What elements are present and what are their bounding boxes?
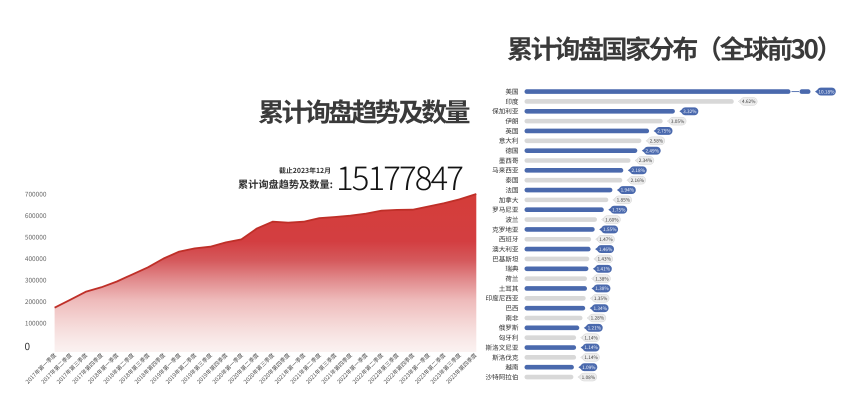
svg-text:累计询盘国家分布（全球前30）: 累计询盘国家分布（全球前30）	[507, 30, 840, 67]
svg-text:1.38%: 1.38%	[595, 276, 609, 282]
svg-text:截止2023年12月: 截止2023年12月	[279, 165, 331, 175]
svg-text:1.21%: 1.21%	[588, 326, 602, 332]
svg-text:加拿大: 加拿大	[499, 194, 519, 204]
svg-text:1.09%: 1.09%	[582, 365, 596, 371]
svg-text:3.05%: 3.05%	[671, 119, 685, 125]
svg-text:1.94%: 1.94%	[621, 188, 635, 194]
svg-text:1.41%: 1.41%	[597, 266, 611, 272]
svg-text:英国: 英国	[505, 125, 519, 135]
svg-text:泰国: 泰国	[505, 175, 519, 185]
svg-text:700000: 700000	[25, 188, 47, 198]
svg-text:1.14%: 1.14%	[584, 345, 598, 351]
svg-text:400000: 400000	[25, 253, 47, 263]
svg-text:10.18%: 10.18%	[818, 89, 835, 95]
svg-text:3.32%: 3.32%	[683, 109, 697, 115]
svg-text:德国: 德国	[505, 145, 519, 155]
svg-text:1.08%: 1.08%	[582, 375, 596, 381]
svg-text:100000: 100000	[25, 317, 47, 327]
svg-text:1.34%: 1.34%	[593, 306, 607, 312]
svg-text:斯洛伐克: 斯洛伐克	[492, 352, 519, 362]
svg-text:克罗地亚: 克罗地亚	[492, 224, 519, 234]
svg-text:200000: 200000	[25, 296, 47, 306]
svg-text:2.34%: 2.34%	[639, 158, 653, 164]
svg-text:巴基斯坦: 巴基斯坦	[492, 253, 519, 263]
svg-text:1.28%: 1.28%	[591, 316, 605, 322]
svg-text:沙特阿拉伯: 沙特阿拉伯	[486, 371, 519, 381]
svg-text:西班牙: 西班牙	[499, 234, 519, 244]
svg-text:波兰: 波兰	[505, 214, 519, 224]
svg-text:1.75%: 1.75%	[612, 207, 626, 213]
svg-text:1.47%: 1.47%	[599, 237, 613, 243]
svg-text:1.46%: 1.46%	[599, 247, 613, 253]
svg-text:土耳其: 土耳其	[499, 283, 519, 293]
svg-text:保加利亚: 保加利亚	[492, 106, 519, 116]
svg-text:1.85%: 1.85%	[617, 198, 631, 204]
svg-text:累计询盘趋势及数量:: 累计询盘趋势及数量:	[238, 176, 333, 191]
svg-text:马来西亚: 马来西亚	[492, 165, 519, 175]
svg-text:累计询盘趋势及数量: 累计询盘趋势及数量	[258, 93, 469, 130]
svg-text:墨西哥: 墨西哥	[499, 155, 519, 165]
svg-text:俄罗斯: 俄罗斯	[499, 322, 519, 332]
svg-text:500000: 500000	[25, 231, 47, 241]
svg-text:意大利: 意大利	[499, 135, 519, 145]
svg-text:印度: 印度	[505, 96, 519, 106]
svg-text:600000: 600000	[25, 210, 47, 220]
svg-text:1.60%: 1.60%	[605, 217, 619, 223]
svg-text:印度尼西亚: 印度尼西亚	[486, 293, 519, 303]
svg-text:美国: 美国	[505, 86, 519, 96]
svg-text:2.75%: 2.75%	[657, 129, 671, 135]
svg-text:巴西: 巴西	[505, 303, 519, 313]
svg-text:法国: 法国	[505, 184, 519, 194]
svg-text:300000: 300000	[25, 274, 47, 284]
svg-text:荷兰: 荷兰	[505, 273, 519, 283]
svg-text:0: 0	[24, 338, 30, 353]
svg-text:2.18%: 2.18%	[631, 168, 645, 174]
svg-text:伊朗: 伊朗	[505, 116, 519, 126]
svg-text:1.14%: 1.14%	[584, 335, 598, 341]
svg-text:罗马尼亚: 罗马尼亚	[492, 204, 519, 214]
svg-text:4.62%: 4.62%	[742, 99, 756, 105]
svg-text:1.55%: 1.55%	[603, 227, 617, 233]
svg-text:南非: 南非	[505, 312, 519, 322]
svg-text:斯洛文尼亚: 斯洛文尼亚	[486, 342, 519, 352]
svg-text:瑞典: 瑞典	[505, 263, 519, 273]
svg-text:澳大利亚: 澳大利亚	[492, 243, 519, 253]
svg-text:2.49%: 2.49%	[645, 148, 659, 154]
svg-text:2.16%: 2.16%	[631, 178, 645, 184]
svg-text:1.14%: 1.14%	[584, 355, 598, 361]
svg-text:越南: 越南	[505, 362, 519, 372]
svg-text:15177847: 15177847	[336, 152, 463, 200]
svg-text:1.43%: 1.43%	[597, 257, 611, 263]
svg-text:匈牙利: 匈牙利	[499, 332, 519, 342]
svg-text:1.38%: 1.38%	[595, 286, 609, 292]
svg-text:2.58%: 2.58%	[650, 139, 664, 145]
svg-text:1.35%: 1.35%	[594, 296, 608, 302]
